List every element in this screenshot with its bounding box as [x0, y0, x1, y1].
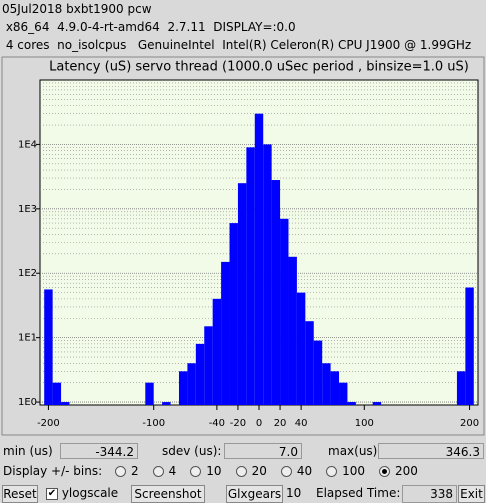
bar: [263, 144, 272, 405]
bins-option-label: 100: [342, 464, 366, 478]
bar: [254, 113, 264, 406]
bar: [313, 340, 323, 405]
min-value: -344.2: [60, 443, 138, 459]
max-value: 346.3: [378, 443, 484, 459]
y-tick-label: 1E1: [18, 333, 37, 344]
ylogscale-label: ylogscale: [61, 486, 119, 500]
bins-option[interactable]: 20: [235, 464, 267, 478]
bins-option-label: 4: [168, 464, 177, 478]
bar: [246, 147, 255, 405]
bins-option-label: 2: [131, 464, 139, 478]
x-tick-label: -200: [37, 418, 60, 429]
bar: [347, 402, 356, 405]
radio: [280, 466, 292, 477]
x-tick-label: 40: [295, 418, 308, 429]
max-label: max(us): [328, 444, 378, 458]
y-tick-label: 1E3: [18, 204, 37, 215]
elapsed-label: Elapsed Time:: [316, 486, 401, 500]
y-tick-label: 1E4: [18, 139, 37, 150]
radio: [235, 466, 247, 477]
bar: [296, 292, 306, 405]
sdev-label: sdev (us):: [162, 444, 222, 458]
x-tick-label: 20: [274, 418, 287, 429]
header-line: 05Jul2018 bxbt1900 pcw: [2, 2, 152, 16]
x-tick-label: 100: [355, 418, 374, 429]
bar: [280, 218, 289, 405]
header-line: 4 cores no_isolcpus GenuineIntel Intel(R…: [2, 38, 472, 52]
sdev-value: 7.0: [224, 443, 302, 459]
bins-option[interactable]: 10: [190, 464, 222, 478]
bar: [178, 371, 188, 405]
bar: [204, 326, 213, 405]
bar: [330, 371, 340, 405]
bar: [271, 180, 281, 405]
bins-option[interactable]: 4: [152, 464, 177, 478]
radio: [115, 466, 126, 477]
bar: [221, 261, 230, 405]
radio: [379, 466, 391, 477]
bar: [52, 382, 62, 405]
bar: [456, 371, 466, 405]
bins-option-label: 40: [296, 464, 313, 478]
radio: [326, 466, 338, 477]
x-tick-label: -40: [209, 418, 225, 429]
reset-button[interactable]: Reset: [2, 485, 38, 503]
ylogscale-check[interactable]: ✔ ylogscale: [46, 486, 119, 500]
glxgears-count: 10: [286, 486, 302, 500]
bar: [465, 287, 474, 405]
bins-option-label: 200: [395, 464, 418, 478]
radio: [190, 466, 202, 477]
y-tick-label: 1E0: [18, 397, 37, 408]
bar: [162, 402, 171, 405]
bar: [305, 321, 314, 405]
bins-option[interactable]: 200: [379, 464, 418, 478]
bins-option[interactable]: 2: [115, 464, 139, 478]
bar: [322, 363, 331, 405]
x-tick-label: 0: [256, 418, 262, 429]
bar: [195, 343, 205, 405]
bins-option-label: 10: [206, 464, 222, 478]
header-line: x86_64 4.9.0-4-rt-amd64 2.7.11 DISPLAY=:…: [2, 20, 296, 34]
bar: [145, 382, 154, 405]
bar: [372, 402, 382, 405]
x-tick-label: -100: [142, 418, 165, 429]
bar: [212, 298, 222, 405]
bar: [44, 289, 53, 405]
bins-option[interactable]: 40: [280, 464, 313, 478]
bins-option[interactable]: 100: [326, 464, 365, 478]
glxgears-button[interactable]: Glxgears: [226, 485, 283, 503]
chart: Latency (uS) servo thread (1000.0 uSec p…: [1, 56, 485, 436]
elapsed-value: 338: [402, 485, 457, 503]
bins-label: Display +/- bins:: [3, 464, 103, 478]
x-tick-label: 200: [460, 418, 479, 429]
chart-title: Latency (uS) servo thread (1000.0 uSec p…: [49, 60, 469, 75]
bar: [229, 223, 238, 405]
y-tick-label: 1E2: [18, 268, 37, 279]
bar: [237, 183, 247, 405]
bar: [288, 256, 297, 405]
exit-button[interactable]: Exit: [458, 485, 485, 503]
bar: [339, 382, 348, 405]
bins-option-label: 20: [251, 464, 267, 478]
min-label: min (us): [3, 444, 53, 458]
x-tick-label: -20: [230, 418, 246, 429]
bar: [187, 363, 196, 405]
screenshot-button[interactable]: Screenshot: [131, 485, 205, 503]
radio: [152, 466, 164, 477]
bar: [61, 402, 70, 405]
bins-options: 2 4 10 20 40 100 200: [115, 464, 432, 478]
